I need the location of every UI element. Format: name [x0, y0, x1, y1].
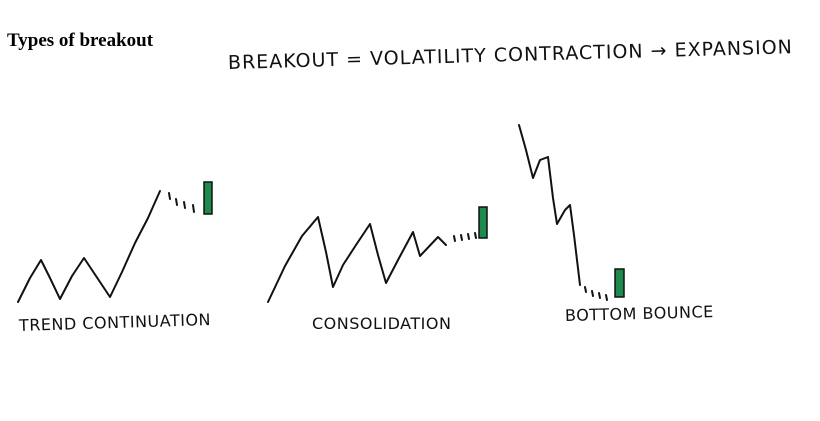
caption-bottom-bounce: Bottom Bounce [565, 302, 714, 325]
trend-price-line [18, 191, 160, 302]
trend-continuation-sketch [18, 182, 212, 302]
consolidation-sketch [268, 207, 487, 302]
consolidation-dotted-line [454, 233, 476, 241]
bottom-bounce-sketch [519, 125, 624, 300]
breakout-candle-consolidation [479, 207, 487, 238]
bottom-bounce-dotted-line [585, 287, 607, 300]
consolidation-price-line [268, 217, 446, 302]
trend-dotted-consolidation [169, 193, 194, 212]
caption-consolidation: Consolidation [312, 314, 451, 333]
breakout-candle-bottom [615, 269, 624, 297]
bottom-bounce-price-line [519, 125, 580, 285]
breakout-candle-trend [204, 182, 212, 214]
